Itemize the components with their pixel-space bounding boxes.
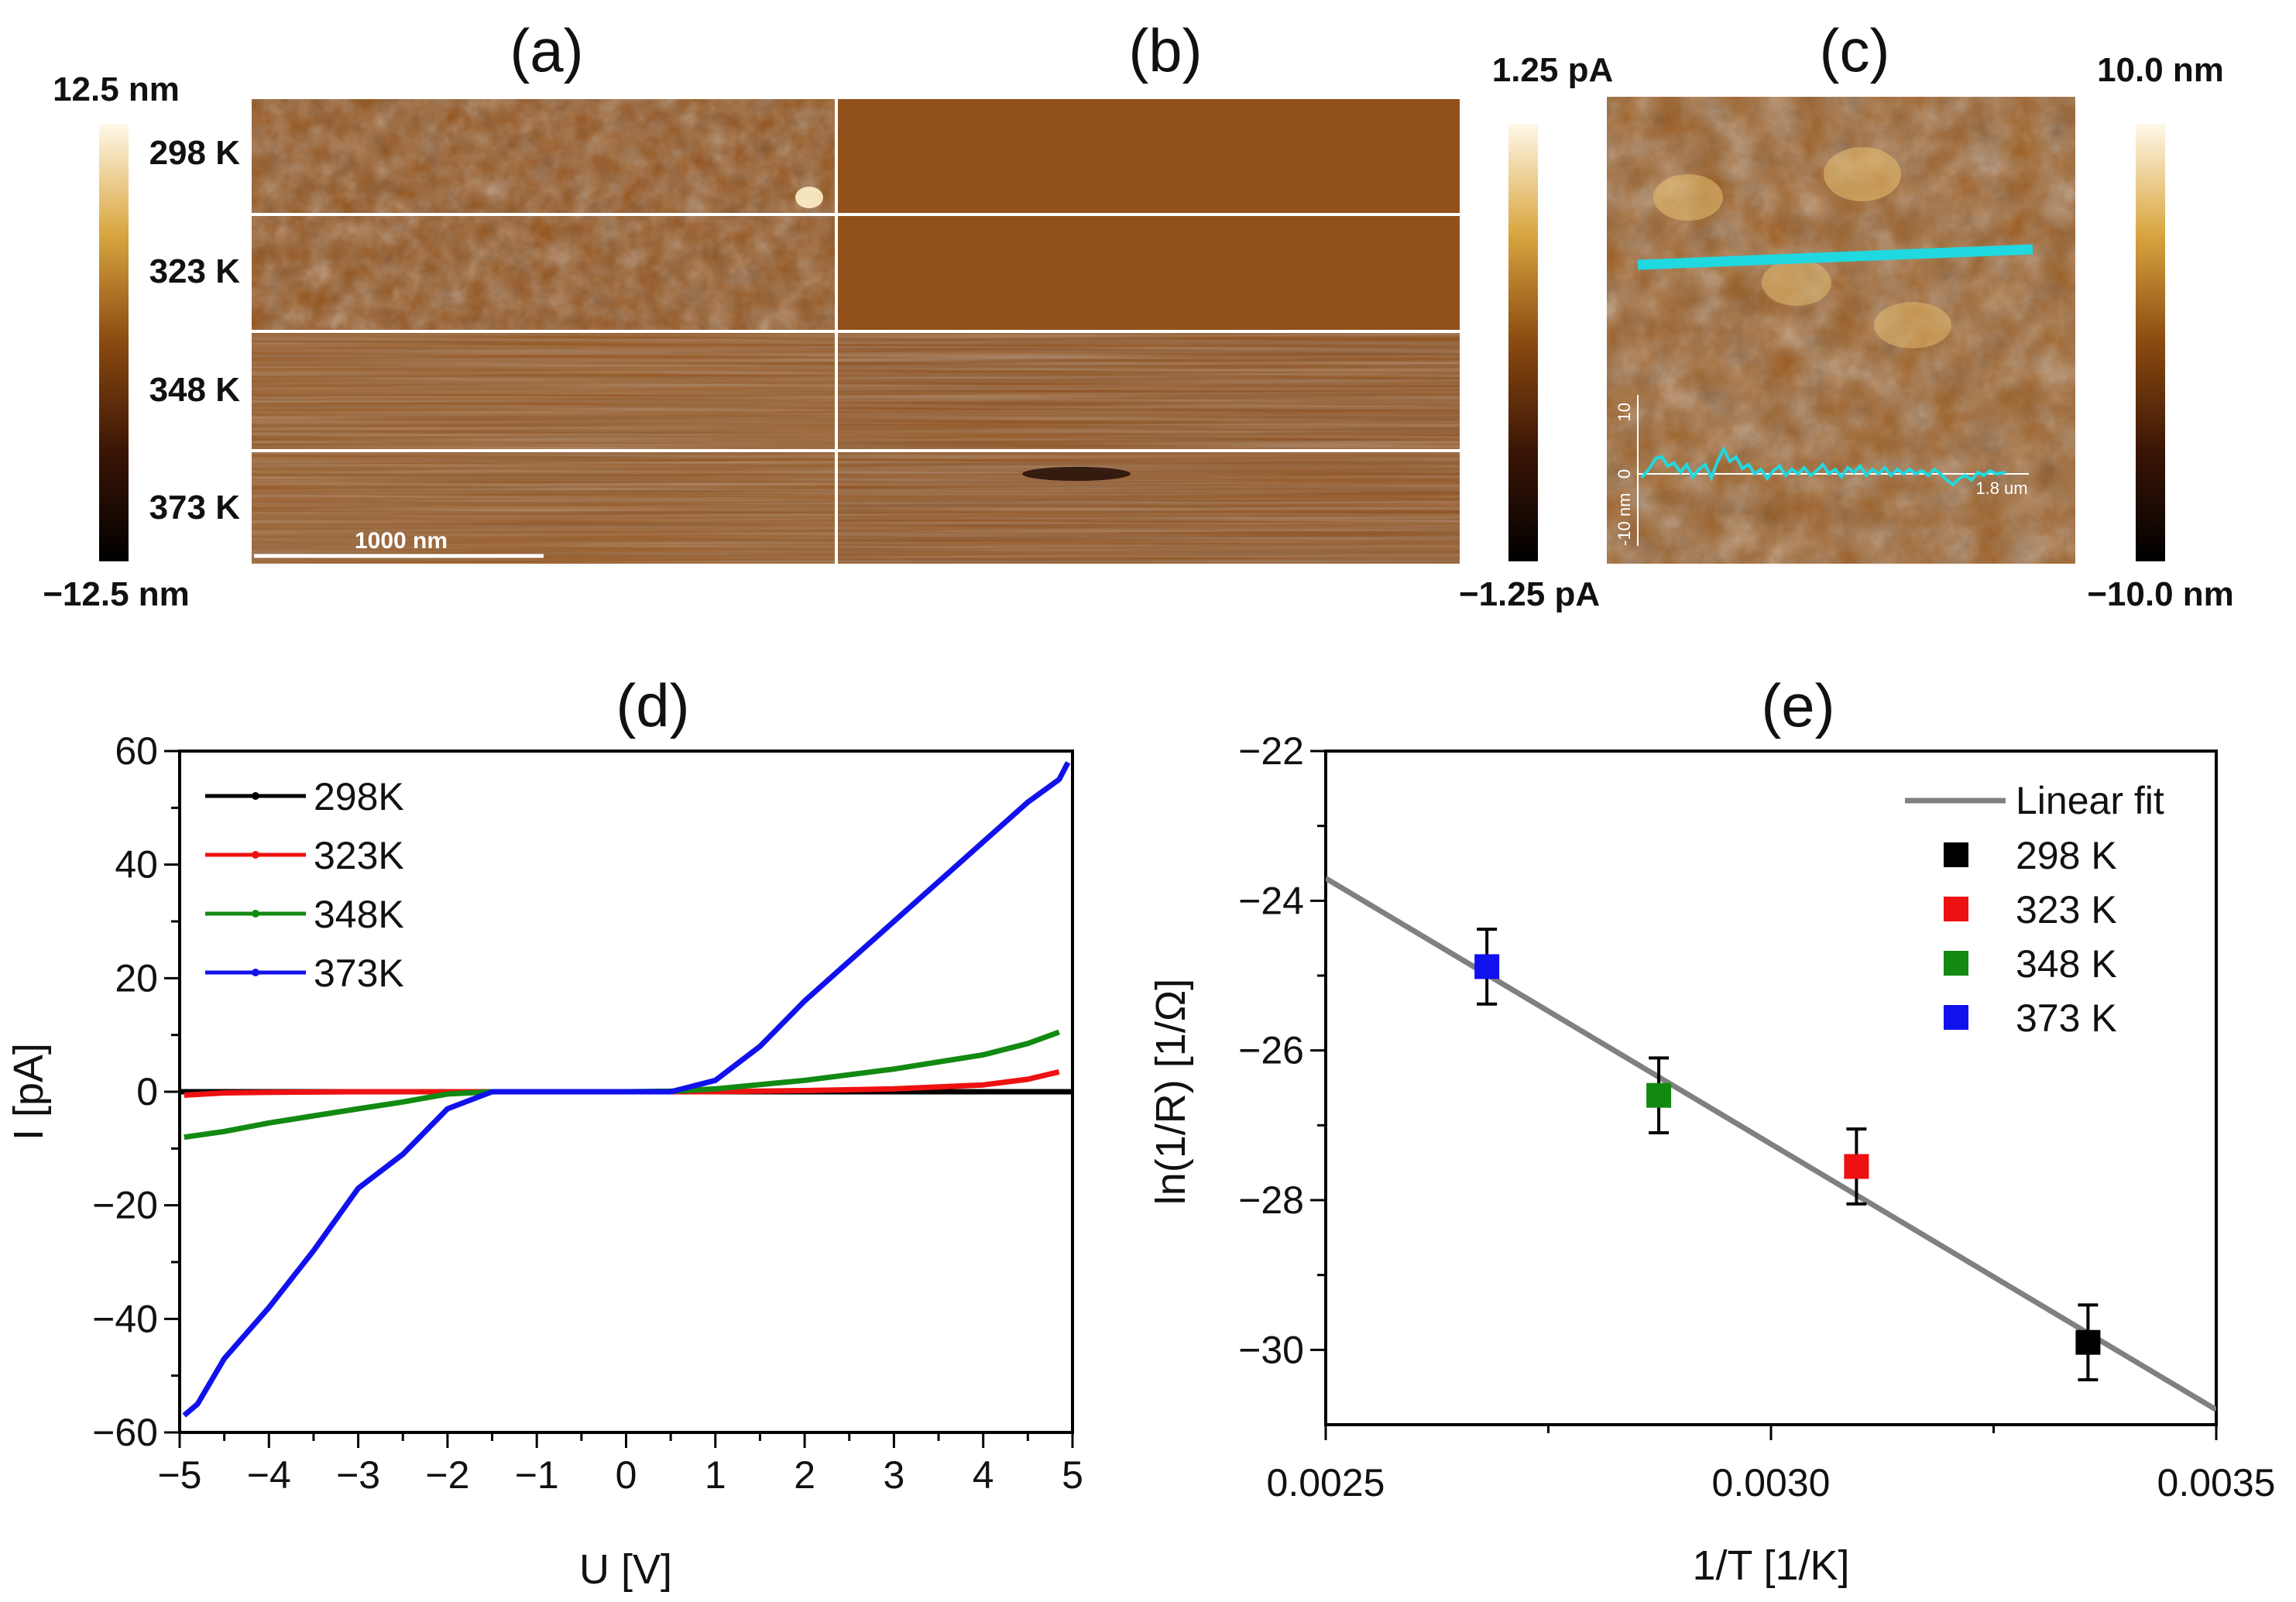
legend-label-323 K: 323 K bbox=[2016, 888, 2117, 931]
x-tick-label-d: −5 bbox=[157, 1453, 201, 1497]
legend-marker-298 K bbox=[1944, 842, 1968, 867]
colorbar-c-min: −10.0 nm bbox=[2087, 575, 2234, 613]
y-tick-label-e: −28 bbox=[1238, 1178, 1304, 1222]
colorbar-a bbox=[99, 124, 129, 561]
panel-e-label: (e) bbox=[1761, 671, 1834, 739]
afm-grain bbox=[1824, 147, 1901, 201]
data-point-298 K bbox=[2075, 1329, 2101, 1355]
afm-grain bbox=[1762, 259, 1831, 306]
afm-grain bbox=[1653, 174, 1723, 221]
afm-bright-spot bbox=[795, 187, 823, 208]
legend-label-348K: 348K bbox=[314, 893, 404, 936]
data-point-373 K bbox=[1474, 954, 1500, 979]
y-tick-label-e: −26 bbox=[1238, 1029, 1304, 1072]
current-dark-spot bbox=[1022, 467, 1131, 481]
series-line-373K bbox=[182, 761, 1071, 1418]
y-axis-label-e: ln(1/R) [1/Ω] bbox=[1148, 979, 1194, 1205]
y-tick-label-d: 20 bbox=[115, 956, 158, 1000]
row-label-323: 323 K bbox=[149, 252, 241, 290]
legend-marker-323K bbox=[252, 851, 259, 859]
y-tick-label-d: −20 bbox=[92, 1184, 158, 1227]
x-tick-label-d: −4 bbox=[247, 1453, 291, 1497]
colorbar-a-max: 12.5 nm bbox=[53, 70, 180, 108]
y-tick-label-d: −60 bbox=[92, 1411, 158, 1454]
x-tick-label-e: 0.0035 bbox=[2157, 1461, 2276, 1504]
colorbar-b-min: −1.25 pA bbox=[1459, 575, 1600, 613]
colorbar-b bbox=[1508, 124, 1538, 561]
panel-d-label: (d) bbox=[616, 671, 689, 739]
scalebar-label: 1000 nm bbox=[355, 528, 448, 554]
x-tick-label-d: 1 bbox=[705, 1453, 726, 1497]
legend-label-298 K: 298 K bbox=[2016, 834, 2117, 877]
afm-height-texture-bottom bbox=[252, 331, 836, 564]
row-label-298: 298 K bbox=[149, 134, 241, 172]
series-line-348K bbox=[184, 1029, 1060, 1141]
x-tick-label-d: −1 bbox=[515, 1453, 559, 1497]
panel-a: (a) 12.5 nm −12.5 nm 298 K 323 K 348 K 3… bbox=[43, 16, 836, 613]
profile-line bbox=[1637, 244, 2033, 270]
row-label-348: 348 K bbox=[149, 371, 241, 409]
x-tick-label-d: 5 bbox=[1062, 1453, 1083, 1497]
legend-marker-348K bbox=[252, 910, 259, 918]
colorbar-a-min: −12.5 nm bbox=[43, 575, 190, 613]
x-tick-label-e: 0.0030 bbox=[1712, 1461, 1831, 1504]
legend-marker-298K bbox=[252, 792, 259, 800]
panel-d-chart: (d) −5 −4 −3 −2 −1 0 1 2 3 4 5 −60 −40 −20 0 20 40 60 298… bbox=[5, 671, 1083, 1593]
profile-top-label: 10 bbox=[1615, 403, 1634, 421]
panel-c: (c) 10 0 -10 nm 1.8 um 10.0 nm −10.0 nm bbox=[1607, 16, 2234, 613]
panel-b: (b) 1.25 pA −1.25 pA bbox=[836, 16, 1613, 613]
height-profile-inset: 10 0 -10 nm 1.8 um bbox=[1615, 395, 2029, 546]
legend-label-298K: 298K bbox=[314, 775, 404, 818]
legend-marker-373K bbox=[252, 969, 259, 976]
linear-fit-line bbox=[1326, 876, 2216, 1412]
x-tick-label-d: 3 bbox=[883, 1453, 904, 1497]
row-label-373: 373 K bbox=[149, 489, 241, 527]
y-tick-label-d: 60 bbox=[115, 729, 158, 773]
current-image-texture bbox=[836, 331, 1460, 564]
data-point-323 K bbox=[1844, 1154, 1869, 1179]
y-tick-label-d: −40 bbox=[92, 1297, 158, 1340]
x-tick-label-d: 2 bbox=[794, 1453, 815, 1497]
legend-label-373K: 373K bbox=[314, 952, 404, 995]
panel-a-label: (a) bbox=[510, 16, 583, 84]
colorbar-c bbox=[2136, 124, 2165, 561]
y-tick-label-d: 40 bbox=[115, 843, 158, 887]
panel-e-chart: (e) 0.0025 0.0030 0.0035 −22 −24 −26 −28 −30 Li… bbox=[1148, 671, 2275, 1589]
profile-trace bbox=[1640, 445, 2006, 487]
y-tick-label-e: −24 bbox=[1238, 879, 1304, 922]
legend-fit-label: Linear fit bbox=[2016, 779, 2164, 822]
panel-b-label: (b) bbox=[1128, 16, 1202, 84]
x-tick-label-d: −3 bbox=[336, 1453, 380, 1497]
legend-marker-323 K bbox=[1944, 897, 1968, 921]
y-tick-label-e: −22 bbox=[1238, 729, 1304, 773]
x-tick-label-e: 0.0025 bbox=[1267, 1461, 1385, 1504]
legend-label-323K: 323K bbox=[314, 834, 404, 877]
panel-c-label: (c) bbox=[1820, 16, 1890, 84]
profile-length-label: 1.8 um bbox=[1975, 479, 2027, 498]
afm-grain bbox=[1874, 302, 1951, 348]
x-axis-label-e: 1/T [1/K] bbox=[1692, 1542, 1849, 1589]
x-axis-label-d: U [V] bbox=[579, 1546, 672, 1593]
y-tick-label-d: 0 bbox=[136, 1070, 158, 1113]
x-tick-label-d: −2 bbox=[425, 1453, 469, 1497]
colorbar-b-max: 1.25 pA bbox=[1492, 51, 1614, 89]
legend-label-373 K: 373 K bbox=[2016, 997, 2117, 1040]
x-tick-label-d: 4 bbox=[973, 1453, 994, 1497]
legend-label-348 K: 348 K bbox=[2016, 942, 2117, 986]
image-grid-lines bbox=[252, 99, 1460, 564]
legend-marker-348 K bbox=[1944, 951, 1968, 976]
colorbar-c-max: 10.0 nm bbox=[2097, 51, 2224, 89]
x-tick-label-d: 0 bbox=[616, 1453, 637, 1497]
profile-zero-label: 0 bbox=[1615, 469, 1634, 479]
profile-bottom-label: -10 nm bbox=[1615, 493, 1634, 546]
y-axis-label-d: I [pA] bbox=[5, 1043, 52, 1141]
data-point-348 K bbox=[1646, 1082, 1672, 1108]
legend-marker-373 K bbox=[1944, 1005, 1968, 1030]
y-tick-label-e: −30 bbox=[1238, 1328, 1304, 1371]
